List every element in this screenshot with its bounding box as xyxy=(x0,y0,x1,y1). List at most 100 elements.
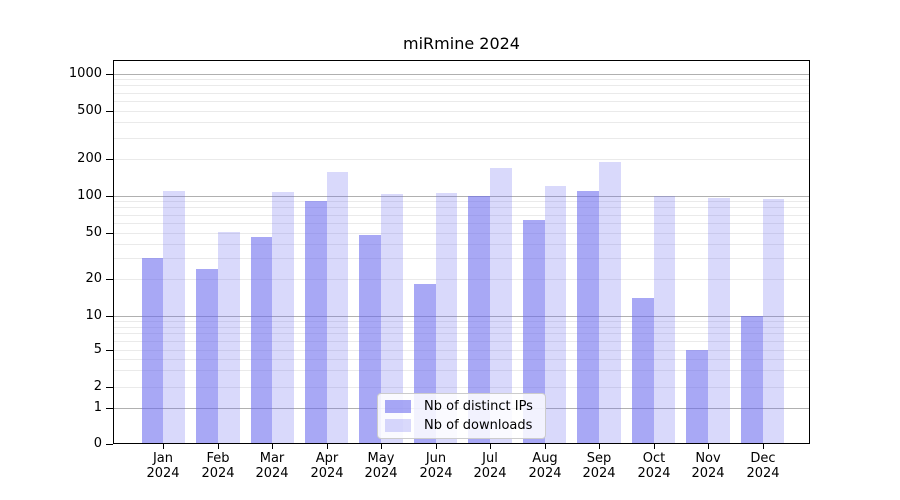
bar-distinct-ips xyxy=(740,316,763,444)
y-axis-tick-label: 200 xyxy=(77,151,102,166)
gridline-minor xyxy=(114,321,809,322)
legend-item-downloads: Nb of downloads xyxy=(385,417,545,433)
y-axis-tick xyxy=(106,279,113,280)
bar-distinct-ips xyxy=(577,191,600,444)
x-axis-tick xyxy=(545,444,546,449)
bar-distinct-ips xyxy=(250,236,273,444)
gridline-minor xyxy=(114,350,809,351)
bar-distinct-ips xyxy=(304,201,327,444)
bar-distinct-ips xyxy=(468,196,491,444)
y-axis-tick-label: 0 xyxy=(93,436,102,451)
y-axis-tick xyxy=(106,408,113,409)
bar-downloads xyxy=(326,171,349,444)
gridline-minor xyxy=(114,370,809,371)
x-axis-tick-label: Jan 2024 xyxy=(146,451,180,481)
y-axis-tick xyxy=(106,387,113,388)
x-axis-tick-label: Aug 2024 xyxy=(528,451,562,481)
x-axis-tick xyxy=(490,444,491,449)
x-axis-tick-label: Jun 2024 xyxy=(419,451,453,481)
x-axis-tick xyxy=(381,444,382,449)
bar-distinct-ips xyxy=(141,258,164,444)
gridline-minor xyxy=(114,207,809,208)
y-axis-tick-label: 2 xyxy=(93,379,102,394)
bar-downloads xyxy=(163,190,186,444)
gridline-minor xyxy=(114,279,809,280)
x-axis-tick xyxy=(763,444,764,449)
y-axis-tick xyxy=(106,111,113,112)
gridline-minor xyxy=(114,79,809,80)
x-axis-tick xyxy=(327,444,328,449)
bar-distinct-ips xyxy=(522,220,545,444)
gridline-minor xyxy=(114,85,809,86)
bar-downloads xyxy=(217,231,240,444)
x-axis-tick-label: Apr 2024 xyxy=(310,451,344,481)
bar-downloads xyxy=(381,193,403,444)
x-axis-tick-label: Mar 2024 xyxy=(255,451,289,481)
gridline-major xyxy=(114,316,809,317)
legend-item-distinct-ips: Nb of distinct IPs xyxy=(385,398,545,414)
y-axis-tick-label: 500 xyxy=(77,103,102,118)
x-axis-tick xyxy=(436,444,437,449)
y-axis-tick-label: 20 xyxy=(85,271,102,286)
x-axis-tick-label: Feb 2024 xyxy=(201,451,235,481)
y-axis-tick xyxy=(106,316,113,317)
bar-downloads xyxy=(435,192,458,444)
gridline-minor xyxy=(114,359,809,360)
x-axis-tick-label: Dec 2024 xyxy=(746,451,780,481)
gridline-minor xyxy=(114,333,809,334)
y-axis-tick-label: 100 xyxy=(77,188,102,203)
bar-downloads xyxy=(653,195,676,444)
x-axis-tick xyxy=(599,444,600,449)
legend-label-downloads: Nb of downloads xyxy=(424,417,533,433)
gridline-minor xyxy=(114,93,809,94)
y-axis-tick xyxy=(106,233,113,234)
y-axis-tick xyxy=(106,350,113,351)
x-axis-tick xyxy=(654,444,655,449)
gridline-minor xyxy=(114,244,809,245)
y-axis-tick xyxy=(106,74,113,75)
gridline-major xyxy=(114,196,809,197)
bar-distinct-ips xyxy=(196,269,218,444)
y-axis-tick-label: 1 xyxy=(93,400,102,415)
legend-swatch-distinct-ips xyxy=(385,400,411,413)
x-axis-tick-label: Sep 2024 xyxy=(582,451,616,481)
gridline-minor xyxy=(114,387,809,388)
gridline-minor xyxy=(114,341,809,342)
bar-downloads xyxy=(272,191,295,444)
bar-distinct-ips xyxy=(686,350,709,444)
bar-downloads xyxy=(490,167,512,444)
x-axis-tick-label: Nov 2024 xyxy=(691,451,725,481)
gridline-minor xyxy=(114,159,809,160)
gridline-minor xyxy=(114,122,809,123)
x-axis-tick-label: May 2024 xyxy=(364,451,398,481)
x-axis-tick xyxy=(218,444,219,449)
gridline-minor xyxy=(114,138,809,139)
x-axis-tick xyxy=(163,444,164,449)
gridline-minor xyxy=(114,223,809,224)
gridline-minor xyxy=(114,201,809,202)
x-axis-tick xyxy=(272,444,273,449)
bar-downloads xyxy=(599,161,621,444)
gridline-minor xyxy=(114,215,809,216)
y-axis-tick-label: 50 xyxy=(85,225,102,240)
y-axis-tick xyxy=(106,444,113,445)
gridline-minor xyxy=(114,327,809,328)
gridline-minor xyxy=(114,101,809,102)
x-axis-tick xyxy=(708,444,709,449)
y-axis-tick-label: 5 xyxy=(93,342,102,357)
gridline-minor xyxy=(114,258,809,259)
bar-downloads xyxy=(544,185,567,444)
x-axis-tick-label: Jul 2024 xyxy=(473,451,507,481)
y-axis-tick-label: 10 xyxy=(85,308,102,323)
bar-downloads xyxy=(762,198,785,444)
y-axis-tick xyxy=(106,159,113,160)
chart-title: miRmine 2024 xyxy=(403,34,520,53)
legend-label-distinct-ips: Nb of distinct IPs xyxy=(424,398,533,414)
bar-distinct-ips xyxy=(631,297,654,444)
legend-swatch-downloads xyxy=(385,419,411,432)
y-axis-tick xyxy=(106,196,113,197)
legend: Nb of distinct IPs Nb of downloads xyxy=(377,393,546,439)
gridline-major xyxy=(114,74,809,75)
bar-distinct-ips xyxy=(359,234,382,444)
gridline-minor xyxy=(114,233,809,234)
